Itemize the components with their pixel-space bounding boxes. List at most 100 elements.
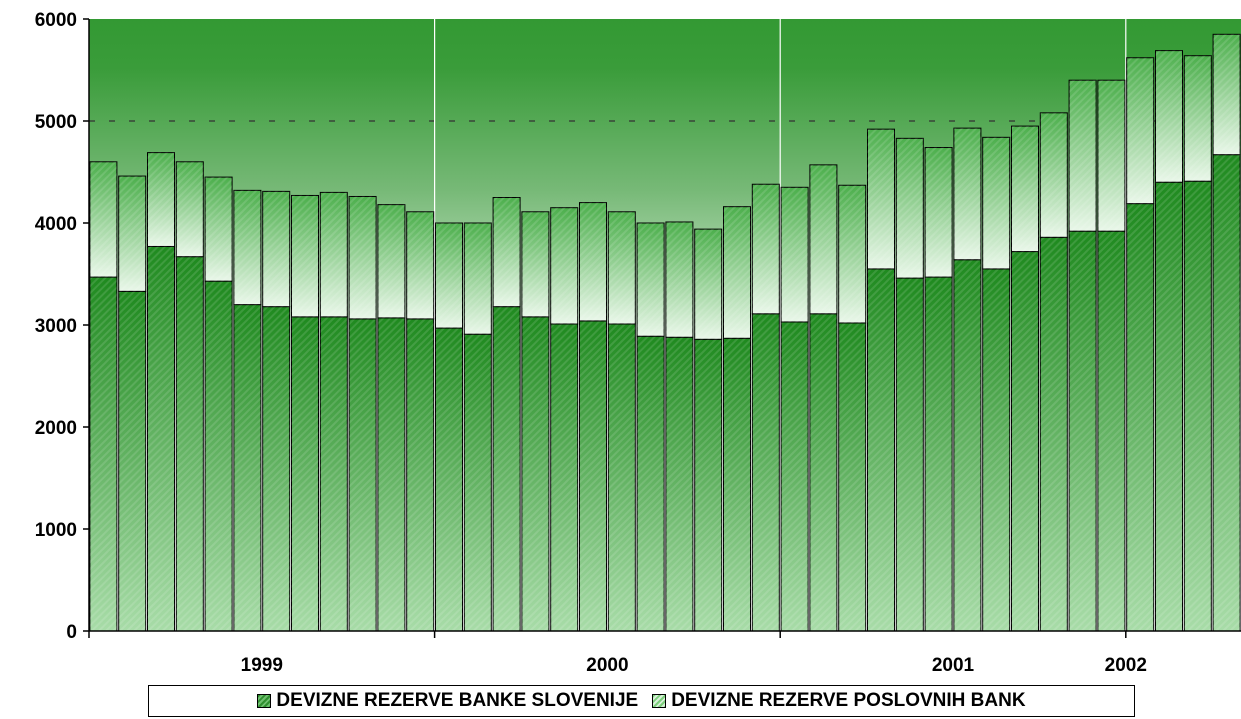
bar-hatch [637, 223, 665, 337]
bar-hatch [867, 129, 895, 269]
y-tick-label: 5000 [35, 112, 77, 133]
bar-hatch [896, 278, 924, 631]
bar-hatch [147, 152, 175, 247]
bar-hatch [147, 246, 175, 631]
bar-hatch [89, 277, 117, 631]
bar-hatch [1184, 55, 1212, 182]
bar-hatch [262, 306, 290, 631]
legend: DEVIZNE REZERVE BANKE SLOVENIJE DEVIZNE … [148, 685, 1135, 717]
bar-hatch [377, 204, 405, 318]
x-year-label: 2002 [1105, 655, 1147, 676]
bar-hatch [521, 316, 549, 631]
bar-hatch [550, 323, 578, 631]
bar-hatch [118, 291, 146, 631]
legend-label: DEVIZNE REZERVE BANKE SLOVENIJE [276, 690, 639, 711]
bar-hatch [1011, 251, 1039, 631]
y-tick-label: 1000 [35, 520, 77, 541]
x-year-label: 2001 [932, 655, 975, 676]
bar-hatch [1155, 50, 1183, 183]
x-year-label: 1999 [241, 655, 283, 676]
legend-swatch-light [652, 694, 667, 708]
bar-hatch [233, 190, 261, 305]
bar-hatch [291, 316, 319, 631]
bar-hatch [665, 337, 693, 631]
y-tick-label: 4000 [35, 214, 77, 235]
bar-hatch [377, 317, 405, 631]
chart: 0 1000 2000 3000 4000 5000 6000 1999 2000 2001 200… [35, 10, 1241, 676]
bar-hatch [665, 221, 693, 338]
bar-hatch [1184, 181, 1212, 631]
bar-hatch [1040, 112, 1068, 238]
bar-hatch [925, 277, 953, 631]
bar-hatch [435, 223, 463, 329]
bar-hatch [291, 195, 319, 317]
y-tick-label: 2000 [35, 418, 77, 439]
bar-hatch [752, 313, 780, 631]
bar-hatch [608, 211, 636, 324]
bar-hatch [1126, 203, 1154, 631]
bar-hatch [953, 259, 981, 631]
bar-hatch [118, 176, 146, 292]
bar-hatch [233, 304, 261, 631]
bar-hatch [349, 196, 377, 319]
bar-hatch [435, 328, 463, 631]
bar-hatch [1097, 231, 1125, 631]
bar-hatch [176, 256, 204, 631]
legend-item-banka-slovenije: DEVIZNE REZERVE BANKE SLOVENIJE [257, 690, 638, 712]
bar-hatch [1126, 57, 1154, 204]
y-tick-label: 3000 [35, 316, 77, 337]
bar-hatch [579, 320, 607, 631]
bar-hatch [982, 137, 1010, 269]
bar-hatch [1011, 126, 1039, 252]
bar-hatch [205, 281, 233, 631]
bar-hatch [205, 177, 233, 282]
bar-hatch [493, 306, 521, 631]
bar-hatch [723, 338, 751, 631]
plot-background [89, 19, 1241, 631]
bar-hatch [1097, 80, 1125, 232]
legend-item-poslovne-banke: DEVIZNE REZERVE POSLOVNIH BANK [652, 690, 1026, 712]
bar-hatch [752, 184, 780, 314]
plot-area [89, 19, 1241, 631]
bar-hatch [406, 211, 434, 319]
bar-hatch [1069, 80, 1097, 232]
bar-hatch [464, 223, 492, 335]
bar-hatch [579, 202, 607, 321]
y-tick-label: 6000 [35, 10, 77, 31]
bar-hatch [694, 339, 722, 631]
bar-hatch [637, 336, 665, 631]
bar-hatch [608, 323, 636, 631]
bar-hatch [953, 128, 981, 260]
bar-hatch [1155, 182, 1183, 631]
bars [89, 33, 1241, 632]
bar-hatch [493, 197, 521, 307]
bar-hatch [982, 268, 1010, 631]
axes: 0 1000 2000 3000 4000 5000 6000 1999 2000 2001 200… [35, 10, 1241, 676]
bar-hatch [781, 187, 809, 322]
legend-swatch-dark [257, 694, 272, 708]
bar-hatch [521, 211, 549, 317]
bar-hatch [262, 191, 290, 307]
bar-hatch [838, 185, 866, 323]
bar-hatch [1213, 154, 1241, 631]
bar-hatch [406, 318, 434, 631]
bar-hatch [896, 138, 924, 279]
bar-hatch [838, 322, 866, 631]
legend-label: DEVIZNE REZERVE POSLOVNIH BANK [671, 690, 1026, 711]
bar-hatch [1213, 34, 1241, 155]
bar-hatch [867, 268, 895, 631]
bar-hatch [1040, 237, 1068, 631]
bar-hatch [809, 164, 837, 314]
bar-hatch [550, 207, 578, 324]
bar-hatch [176, 161, 204, 257]
bar-hatch [694, 229, 722, 340]
y-tick-label: 0 [66, 622, 77, 643]
bar-hatch [781, 321, 809, 631]
bar-hatch [349, 318, 377, 631]
bar-hatch [89, 161, 117, 278]
bar-hatch [1069, 231, 1097, 631]
bar-hatch [925, 147, 953, 278]
x-year-label: 2000 [586, 655, 628, 676]
bar-hatch [320, 316, 348, 631]
bar-hatch [809, 313, 837, 631]
